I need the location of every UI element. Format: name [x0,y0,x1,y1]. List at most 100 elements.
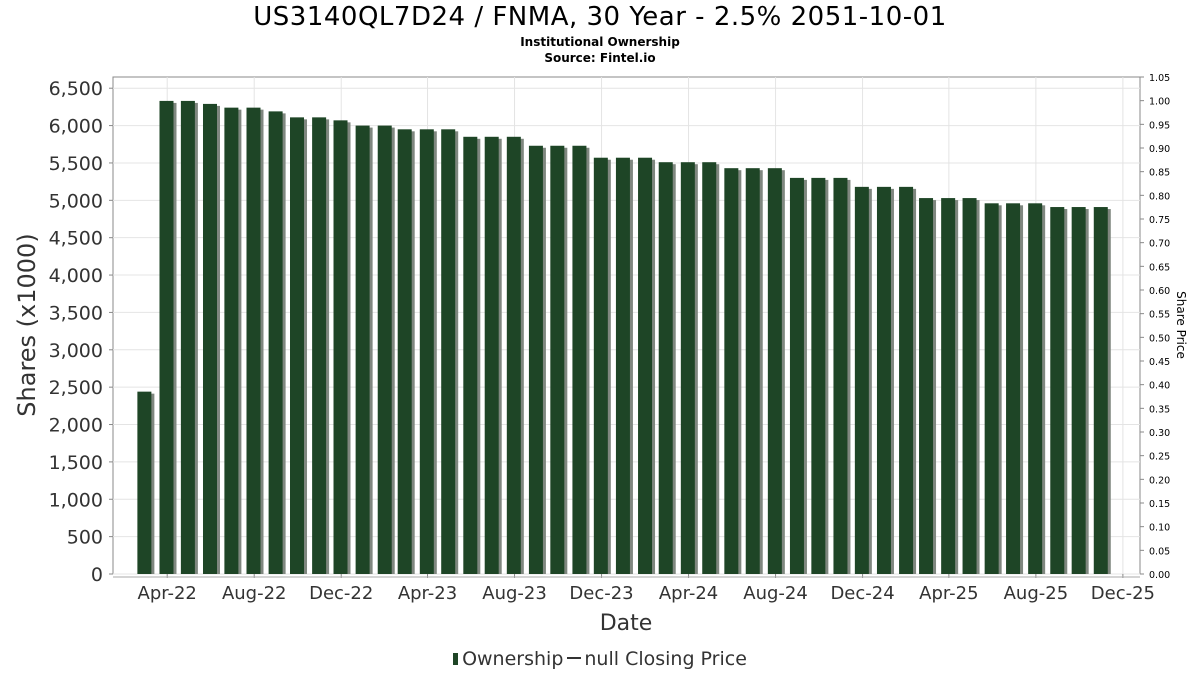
y2-tick-label: 0.70 [1149,239,1170,250]
y2-tick-label: 0.05 [1149,546,1170,557]
chart-subtitle: Institutional Ownership [520,35,680,49]
y-tick-label: 4,000 [49,265,103,287]
ownership-bar [1071,207,1086,574]
ownership-bar [724,168,739,574]
x-tick-label: Aug-24 [743,583,808,604]
ownership-legend-swatch [453,653,459,665]
y-axis-title: Shares (x1000) [13,233,41,416]
y2-tick-label: 0.85 [1149,168,1170,179]
ownership-bar [355,125,370,574]
y-tick-label: 1,000 [49,489,103,511]
bar-series-ownership [137,100,1111,575]
y2-tick-label: 0.60 [1149,286,1170,297]
ownership-bar [680,162,695,574]
ownership-bar [484,136,499,574]
ownership-bar [377,125,392,574]
ownership-bar [984,203,999,574]
y2-tick-label: 0.35 [1149,404,1170,415]
ownership-bar [180,100,195,575]
y-tick-label: 6,000 [49,116,103,138]
y2-tick-label: 0.80 [1149,191,1170,202]
ownership-bar [202,103,217,574]
ownership-bar [658,162,673,574]
ownership-bar [745,168,760,574]
y2-tick-label: 1.05 [1149,73,1170,84]
x-tick-label: Apr-25 [919,583,978,604]
ownership-bar [833,177,848,575]
y-tick-label: 1,500 [49,452,103,474]
x-tick-label: Aug-22 [222,583,287,604]
y2-tick-label: 1.00 [1149,97,1170,108]
y-tick-label: 4,500 [49,228,103,250]
ownership-bar [506,136,521,574]
legend-price-label: null Closing Price [584,648,747,670]
y2-tick-label: 0.65 [1149,262,1170,273]
ownership-bar [702,162,717,574]
ownership-bar [876,186,891,574]
ownership-bar [463,136,478,574]
ownership-bar [1028,203,1043,574]
y2-axis-title: Share Price [1174,291,1188,359]
y2-tick-label: 0.45 [1149,357,1170,368]
y2-tick-label: 0.50 [1149,333,1170,344]
y2-tick-label: 0.75 [1149,215,1170,226]
y-tick-label: 6,500 [49,78,103,100]
ownership-bar [1006,203,1021,574]
ownership-bar [268,111,283,575]
y2-tick-label: 0.40 [1149,381,1170,392]
ownership-bar [854,186,869,574]
chart-legend: Ownership null Closing Price [0,648,1200,670]
y2-tick-label: 0.95 [1149,120,1170,131]
y-axis-right: 0.00 0.05 0.10 0.15 0.20 0.25 0.30 0.35 0.40 0.45… [1140,73,1170,581]
y-tick-label: 500 [67,527,103,549]
ownership-bar [290,117,305,574]
ownership-bar [1093,207,1108,574]
ownership-bar [811,177,826,575]
y-tick-label: 3,500 [49,302,103,324]
ownership-bar [224,107,239,575]
x-tick-label: Dec-23 [569,583,633,604]
ownership-bar [638,157,653,574]
ownership-bar [615,157,630,574]
x-tick-label: Dec-22 [309,583,373,604]
x-axis: Apr-22 Aug-22 Dec-22 Apr-23 Aug-23 Dec-23 Apr-… [113,574,1155,604]
ownership-bar [572,145,587,575]
x-tick-label: Aug-25 [1004,583,1069,604]
y-tick-label: 0 [91,564,103,586]
x-tick-label: Apr-24 [659,583,718,604]
ownership-bar [899,186,914,574]
x-axis-title: Date [600,611,653,636]
y2-tick-label: 0.90 [1149,144,1170,155]
ownership-bar [397,129,412,574]
ownership-bar [312,117,327,574]
ownership-bar [919,198,934,575]
ownership-bar [419,129,434,574]
ownership-bar [441,129,456,574]
ownership-bar [159,100,174,575]
y2-tick-label: 0.10 [1149,523,1170,534]
chart-title: US3140QL7D24 / FNMA, 30 Year - 2.5% 2051… [253,2,947,32]
ownership-bar [333,120,348,575]
y2-tick-label: 0.25 [1149,452,1170,463]
x-tick-label: Dec-24 [830,583,894,604]
ownership-bar [962,198,977,575]
y2-tick-label: 0.30 [1149,428,1170,439]
y2-tick-label: 0.20 [1149,475,1170,486]
y2-tick-label: 0.00 [1149,570,1170,581]
y2-tick-label: 0.55 [1149,310,1170,321]
y-tick-label: 5,000 [49,190,103,212]
price-legend-line [567,657,582,659]
ownership-bar [789,177,804,575]
ownership-bar [941,198,956,575]
ownership-bar [593,157,608,574]
legend-ownership-label: Ownership [462,648,564,670]
chart-source: Source: Fintel.io [544,51,656,65]
ownership-bar [246,107,261,575]
x-tick-label: Aug-23 [482,583,547,604]
x-tick-label: Apr-23 [398,583,457,604]
y-tick-label: 5,500 [49,153,103,175]
ownership-bar [550,145,565,575]
y-tick-label: 2,500 [49,377,103,399]
ownership-chart: 0 500 1,000 1,500 2,000 2,500 3,000 3,500 4,000 4… [13,73,1188,636]
ownership-bar [1050,207,1065,574]
